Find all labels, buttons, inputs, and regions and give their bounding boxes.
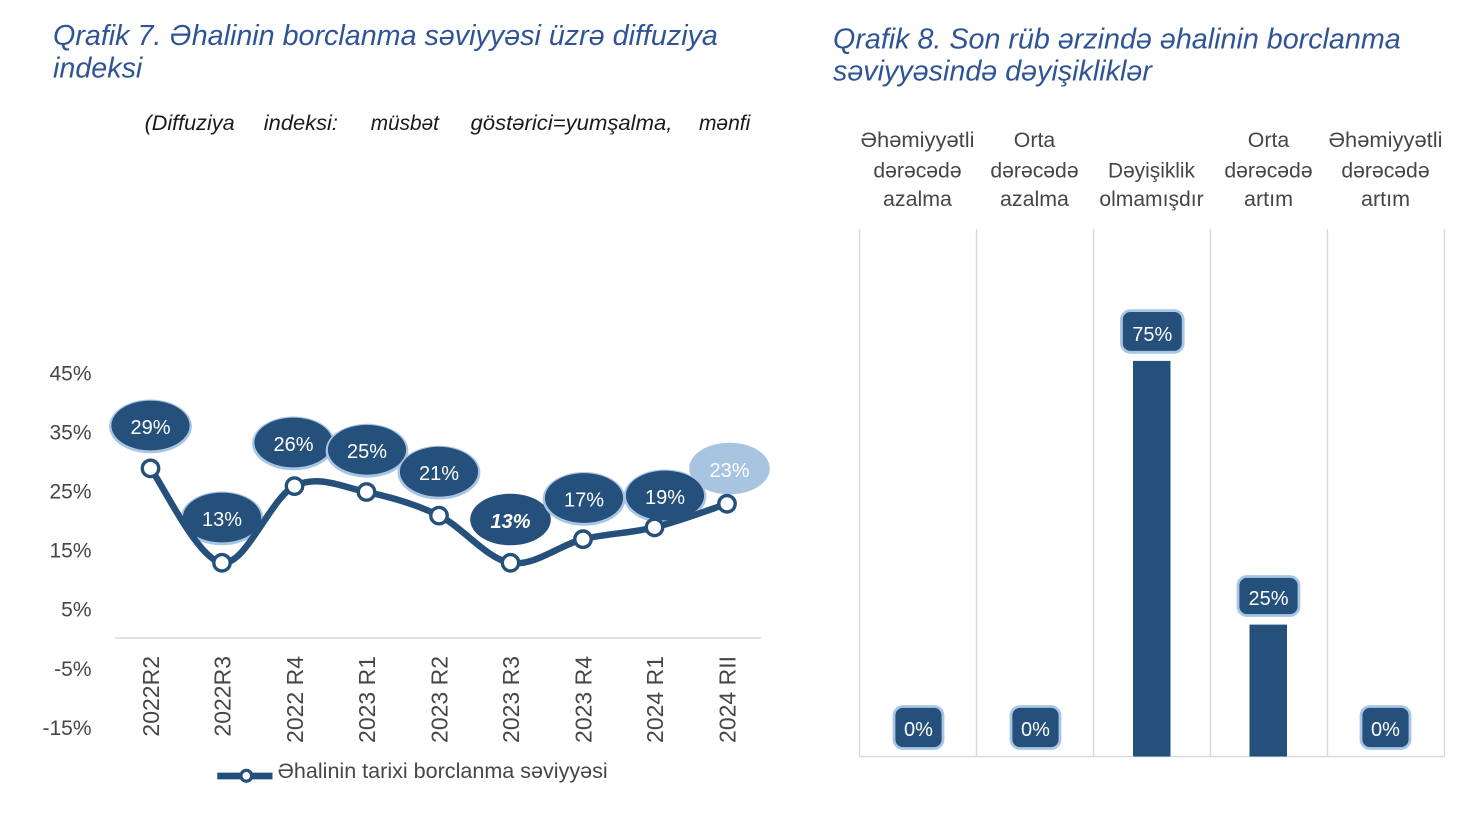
svg-text:25%: 25% [347, 441, 387, 463]
svg-text:23%: 23% [709, 460, 749, 482]
svg-text:19%: 19% [645, 487, 685, 509]
svg-text:-15%: -15% [42, 717, 91, 740]
svg-text:Dəyişiklik: Dəyişiklik [1108, 160, 1195, 183]
svg-text:Qrafik 8. Son rüb ərzində əhal: Qrafik 8. Son rüb ərzində əhalinin borcl… [833, 24, 1401, 56]
svg-text:artım: artım [1244, 188, 1293, 211]
svg-text:indeksi:: indeksi: [264, 112, 338, 135]
svg-text:25%: 25% [1248, 588, 1288, 610]
svg-text:dərəcədə: dərəcədə [1224, 160, 1312, 183]
svg-text:Qrafik 7. Əhalinin borclanma s: Qrafik 7. Əhalinin borclanma səviyyəsi ü… [53, 20, 718, 52]
svg-text:2023 R4: 2023 R4 [570, 656, 596, 743]
svg-text:45%: 45% [49, 362, 91, 385]
svg-text:0%: 0% [1371, 719, 1400, 741]
svg-text:göstərici=yumşalma,: göstərici=yumşalma, [471, 112, 673, 135]
svg-text:azalma: azalma [1000, 188, 1069, 211]
svg-text:-5%: -5% [54, 658, 91, 681]
svg-text:artım: artım [1361, 188, 1410, 211]
svg-text:17%: 17% [564, 489, 604, 511]
svg-text:2024 R1: 2024 R1 [642, 656, 668, 743]
svg-text:2024 RII: 2024 RII [714, 656, 740, 743]
svg-text:olmamışdır: olmamışdır [1099, 188, 1203, 211]
svg-text:indeksi: indeksi [53, 52, 144, 84]
svg-text:azalma: azalma [883, 188, 952, 211]
svg-text:0%: 0% [1021, 719, 1050, 741]
svg-text:mənfi: mənfi [699, 112, 752, 135]
svg-text:Əhalinin tarixi borclanma səvi: Əhalinin tarixi borclanma səviyyəsi [278, 759, 608, 783]
svg-text:21%: 21% [419, 463, 459, 485]
svg-text:75%: 75% [1132, 324, 1172, 346]
svg-text:2023 R3: 2023 R3 [498, 656, 524, 743]
svg-text:26%: 26% [273, 434, 313, 456]
svg-text:səviyyəsində dəyişikliklər: səviyyəsində dəyişikliklər [833, 55, 1153, 87]
svg-text:15%: 15% [49, 540, 91, 563]
svg-text:dərəcədə: dərəcədə [873, 160, 961, 183]
svg-text:0%: 0% [904, 719, 933, 741]
svg-text:(Diffuziya: (Diffuziya [145, 112, 235, 135]
svg-text:2023 R1: 2023 R1 [354, 656, 380, 743]
svg-text:Əhəmiyyətli: Əhəmiyyətli [861, 129, 975, 152]
svg-text:2022R3: 2022R3 [209, 656, 235, 737]
svg-text:13%: 13% [202, 509, 242, 531]
svg-text:Orta: Orta [1014, 129, 1056, 152]
svg-text:2023 R2: 2023 R2 [426, 656, 452, 743]
svg-text:25%: 25% [49, 481, 91, 504]
svg-text:Orta: Orta [1248, 129, 1290, 152]
svg-text:dərəcədə: dərəcədə [1341, 160, 1429, 183]
svg-text:2022R2: 2022R2 [138, 656, 164, 737]
svg-text:35%: 35% [49, 421, 91, 444]
svg-text:Əhəmiyyətli: Əhəmiyyətli [1329, 129, 1443, 152]
svg-text:5%: 5% [61, 599, 91, 622]
svg-text:13%: 13% [490, 511, 530, 533]
svg-text:2022 R4: 2022 R4 [282, 656, 308, 743]
svg-text:dərəcədə: dərəcədə [990, 160, 1078, 183]
svg-text:29%: 29% [130, 417, 170, 439]
svg-text:müsbət: müsbət [371, 112, 440, 135]
